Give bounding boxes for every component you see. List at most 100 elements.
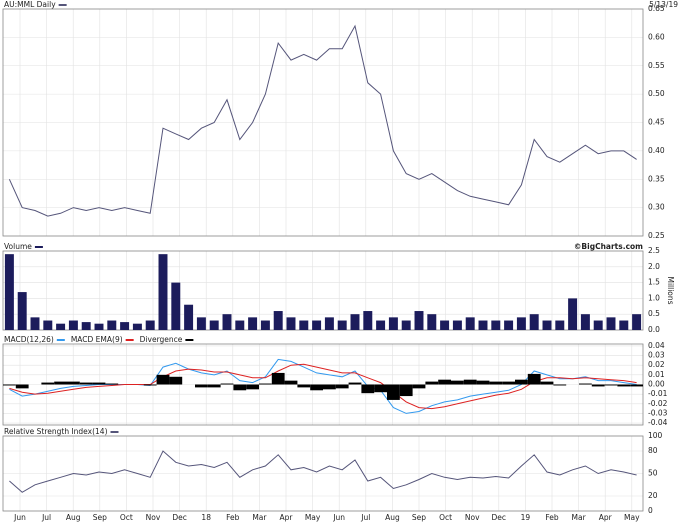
x-tick-label: Aug xyxy=(385,513,400,522)
divergence-bar xyxy=(156,374,170,385)
volume-bar xyxy=(273,311,283,330)
x-tick-label: Oct xyxy=(120,513,133,522)
volume-bar xyxy=(30,317,40,330)
divergence-bar xyxy=(604,384,618,386)
divergence-bar xyxy=(246,384,259,390)
volume-bar xyxy=(235,320,245,330)
x-tick-label: Apr xyxy=(599,513,613,522)
volume-bar xyxy=(568,298,578,330)
credit-label: ©BigCharts.com xyxy=(574,242,643,251)
volume-bar xyxy=(43,320,53,330)
volume-bar xyxy=(465,317,475,330)
x-tick-label: Nov xyxy=(146,513,161,522)
volume-bar xyxy=(324,317,334,330)
volume-bar xyxy=(593,320,603,330)
volume-bar xyxy=(145,320,155,330)
volume-bar xyxy=(81,322,91,330)
divergence-bar xyxy=(463,379,477,385)
divergence-bar xyxy=(3,384,16,386)
volume-bar xyxy=(632,314,642,330)
volume-bar xyxy=(222,314,232,330)
divergence-bar xyxy=(591,384,605,387)
volume-bar xyxy=(376,320,386,330)
y-tick-label: 0.25 xyxy=(648,231,665,240)
divergence-bar xyxy=(412,384,426,389)
volume-bar xyxy=(120,322,130,330)
legend-label: Volume xyxy=(4,242,32,251)
divergence-bar xyxy=(387,384,400,400)
volume-bar xyxy=(580,314,590,330)
volume-bar xyxy=(56,323,66,330)
volume-bar xyxy=(171,282,181,330)
divergence-bar xyxy=(540,381,554,385)
series-line xyxy=(9,450,637,493)
volume-bar xyxy=(555,320,565,330)
y-tick-label: -0.03 xyxy=(648,408,668,417)
x-tick-label: Nov xyxy=(465,513,480,522)
x-tick-label: Mar xyxy=(572,513,587,522)
divergence-bar xyxy=(515,379,528,385)
y-tick-label: 0.02 xyxy=(648,360,665,369)
y-tick-label: 50 xyxy=(648,469,658,478)
divergence-bar xyxy=(399,384,413,397)
legend-label: MACD(12,26) xyxy=(4,335,54,344)
divergence-bar xyxy=(476,380,490,385)
x-tick-label: Dec xyxy=(172,513,187,522)
divergence-bar xyxy=(527,373,541,385)
divergence-bar xyxy=(310,384,323,391)
y-tick-label: 100 xyxy=(648,431,663,440)
divergence-bar xyxy=(105,383,119,385)
divergence-bar xyxy=(502,381,515,385)
y-tick-label: 20 xyxy=(648,491,658,500)
volume-bar xyxy=(17,292,27,330)
y-axis-label: Millions xyxy=(666,276,675,304)
y-tick-label: 1.0 xyxy=(648,293,660,302)
x-tick-label: Feb xyxy=(226,513,240,522)
x-tick-label: Jun xyxy=(332,513,345,522)
divergence-bar xyxy=(617,384,631,387)
divergence-bar xyxy=(207,384,221,388)
volume-bar xyxy=(209,320,219,330)
volume-bar xyxy=(516,317,526,330)
divergence-bar xyxy=(92,382,106,385)
x-tick-label: 18 xyxy=(201,513,211,522)
volume-bar xyxy=(132,323,142,330)
x-tick-label: May xyxy=(624,513,640,522)
volume-bar xyxy=(619,320,629,330)
divergence-bar xyxy=(79,382,93,385)
volume-bar xyxy=(107,320,117,330)
divergence-bar xyxy=(630,384,643,387)
divergence-bar xyxy=(374,384,387,393)
y-tick-label: 0.50 xyxy=(648,89,665,98)
divergence-bar xyxy=(143,384,157,386)
y-tick-label: 0.01 xyxy=(648,370,665,379)
volume-bar xyxy=(184,304,194,330)
divergence-bar xyxy=(348,382,362,385)
legend-label: Relative Strength Index(14) xyxy=(4,427,108,436)
x-tick-label: May xyxy=(305,513,321,522)
divergence-bar xyxy=(438,379,451,385)
legend-label: AU:MML Daily xyxy=(4,0,56,9)
y-tick-label: -0.04 xyxy=(648,418,668,427)
volume-bar xyxy=(350,314,360,330)
legend-label: MACD EMA(9) xyxy=(71,335,123,344)
volume-bar xyxy=(248,317,258,330)
volume-bar xyxy=(427,314,437,330)
divergence-bar xyxy=(323,384,336,390)
x-tick-label: Jul xyxy=(41,513,51,522)
volume-bar xyxy=(401,320,411,330)
divergence-bar xyxy=(233,384,247,391)
x-tick-label: 19 xyxy=(521,513,531,522)
volume-bar xyxy=(337,320,347,330)
y-tick-label: 0.35 xyxy=(648,174,665,183)
y-tick-label: 1.5 xyxy=(648,278,660,287)
volume-bar xyxy=(529,314,539,330)
volume-bar xyxy=(286,317,296,330)
volume-bar xyxy=(94,323,104,330)
legend-label: Divergence xyxy=(140,335,183,344)
divergence-bar xyxy=(54,381,67,385)
y-tick-label: 0.04 xyxy=(648,341,665,350)
divergence-bar xyxy=(335,384,349,389)
divergence-bar xyxy=(195,384,208,388)
